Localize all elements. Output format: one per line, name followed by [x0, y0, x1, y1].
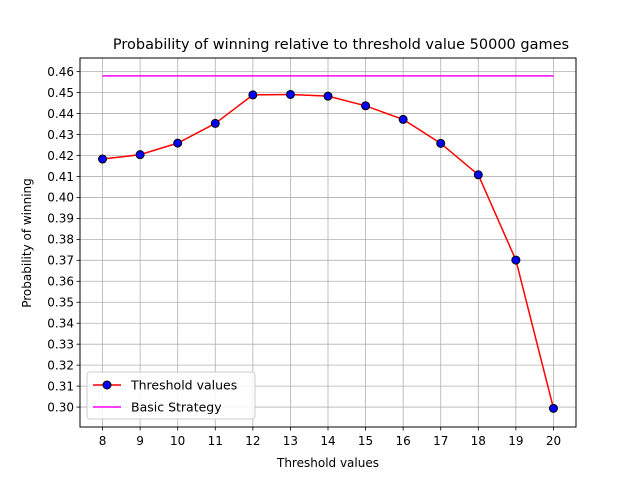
- grid: [80, 58, 576, 427]
- data-point: [548, 403, 558, 413]
- y-tick-label: 0.38: [47, 233, 74, 247]
- data-point: [210, 118, 220, 128]
- x-tick-label: 14: [320, 434, 335, 448]
- y-tick-label: 0.37: [47, 254, 74, 268]
- y-tick-label: 0.46: [47, 65, 74, 79]
- x-tick-label: 15: [358, 434, 373, 448]
- x-tick-label: 11: [208, 434, 223, 448]
- legend-marker-threshold-values: [102, 380, 112, 390]
- data-point: [511, 255, 521, 265]
- data-point: [398, 114, 408, 124]
- data-point: [135, 150, 145, 160]
- legend-box: [86, 371, 256, 420]
- legend-label-threshold-values: Threshold values: [130, 378, 237, 393]
- data-point: [473, 170, 483, 180]
- x-tick-label: 17: [433, 434, 448, 448]
- x-tick-label: 13: [283, 434, 298, 448]
- y-tick-label: 0.36: [47, 275, 74, 289]
- x-tick-label: 8: [99, 434, 107, 448]
- y-tick-label: 0.31: [47, 379, 74, 393]
- x-tick-label: 18: [471, 434, 486, 448]
- data-point: [98, 154, 108, 164]
- y-axis: 0.30 0.31 0.32 0.33 0.34 0.35 0.36 0.37 0.38 0.39…: [47, 65, 80, 414]
- y-tick-label: 0.34: [47, 317, 74, 331]
- data-point: [323, 91, 333, 101]
- y-tick-label: 0.42: [47, 149, 74, 163]
- x-axis-label: Threshold values: [276, 456, 379, 470]
- y-tick-label: 0.35: [47, 296, 74, 310]
- x-tick-label: 20: [546, 434, 561, 448]
- x-tick-label: 10: [170, 434, 185, 448]
- x-tick-label: 19: [508, 434, 523, 448]
- legend: Threshold values Basic Strategy: [86, 371, 256, 420]
- data-point: [173, 138, 183, 148]
- x-axis: 8 9 10 11 12 13 14 15 16 17 18 19 20: [99, 427, 561, 448]
- y-tick-label: 0.39: [47, 212, 74, 226]
- data-point: [248, 90, 258, 100]
- x-tick-label: 12: [245, 434, 260, 448]
- y-tick-label: 0.43: [47, 128, 74, 142]
- y-tick-label: 0.41: [47, 170, 74, 184]
- y-tick-label: 0.44: [47, 107, 74, 121]
- chart-title: Probability of winning relative to thres…: [113, 37, 569, 53]
- y-axis-label: Probability of winning: [20, 178, 34, 308]
- y-tick-label: 0.32: [47, 358, 74, 372]
- y-tick-label: 0.45: [47, 86, 74, 100]
- y-tick-label: 0.40: [47, 191, 74, 205]
- x-tick-label: 16: [396, 434, 411, 448]
- legend-label-basic-strategy: Basic Strategy: [131, 400, 222, 415]
- y-tick-label: 0.30: [47, 400, 74, 414]
- data-point: [285, 89, 295, 99]
- series-layer: [98, 75, 558, 413]
- y-tick-label: 0.33: [47, 337, 74, 351]
- data-point: [361, 101, 371, 111]
- data-point: [436, 138, 446, 148]
- x-tick-label: 9: [136, 434, 144, 448]
